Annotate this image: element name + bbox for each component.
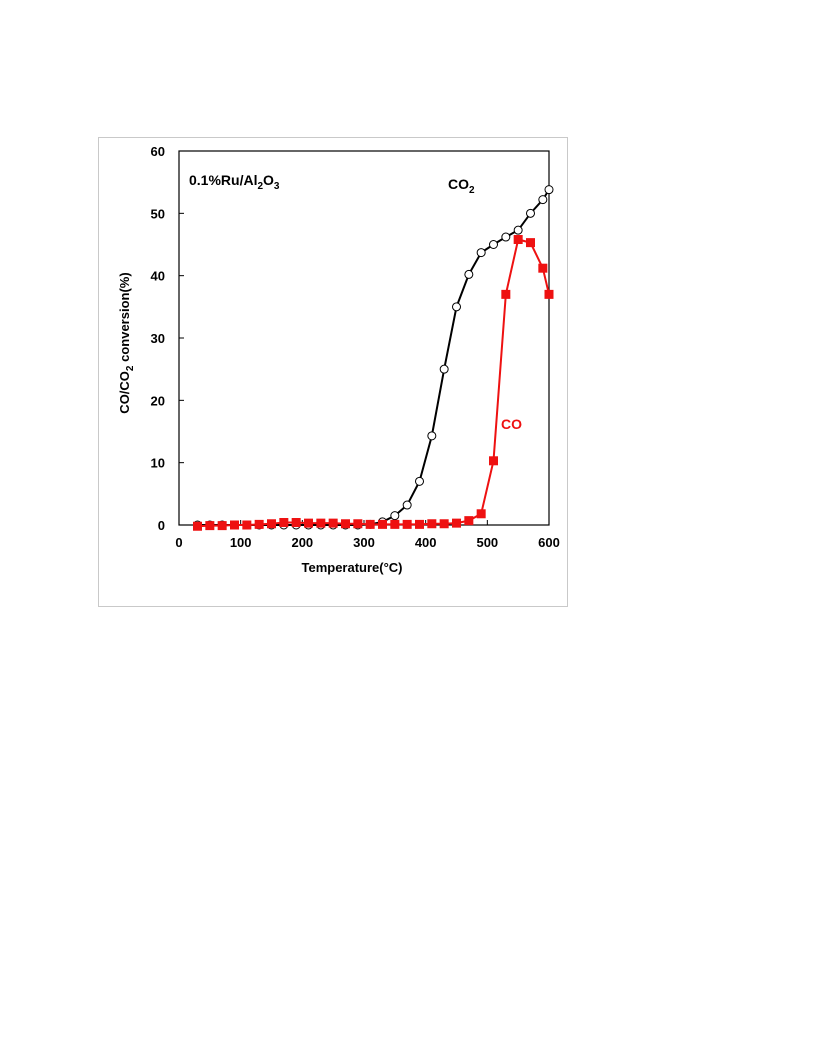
- data-point-co2: [513, 225, 523, 235]
- co2-series-label: CO2: [448, 176, 475, 196]
- data-point-co: [501, 289, 511, 299]
- label-text: CO: [501, 416, 522, 432]
- subscript-text: 3: [274, 181, 280, 192]
- data-point-co2: [544, 185, 554, 195]
- data-point-co2: [427, 431, 437, 441]
- data-point-co: [415, 519, 424, 529]
- data-point-co: [291, 518, 301, 528]
- y-tick-label: 30: [151, 331, 165, 346]
- y-tick-label: 60: [151, 144, 165, 159]
- plot-area: [178, 150, 550, 526]
- data-point-co: [304, 518, 313, 528]
- series-line-co: [197, 238, 550, 528]
- data-point-co2: [452, 302, 461, 312]
- chart-frame: 0 100 200 300 400 500 600 0 10 20 30 40 50 60 Temperat…: [98, 137, 568, 607]
- data-point-co2: [464, 269, 474, 279]
- y-axis-title: CO/CO2 conversion(%): [117, 272, 136, 413]
- y-tick-label: 0: [158, 518, 165, 533]
- data-point-co: [464, 516, 474, 526]
- label-text: 0.1%Ru/Al: [189, 172, 257, 188]
- x-tick-label: 200: [291, 535, 313, 550]
- data-point-co2: [476, 248, 486, 258]
- data-point-co: [341, 519, 350, 529]
- data-point-co: [316, 518, 326, 528]
- data-point-co: [353, 519, 363, 529]
- label-text: conversion(%): [117, 272, 132, 365]
- y-tick-label: 20: [151, 393, 165, 408]
- y-tick-label: 50: [151, 206, 165, 221]
- data-point-co: [402, 519, 412, 529]
- data-point-co: [476, 509, 486, 519]
- data-point-co: [328, 518, 338, 528]
- data-point-co: [242, 520, 252, 530]
- x-tick-label: 400: [415, 535, 437, 550]
- data-point-co2: [402, 500, 412, 510]
- y-tick-label: 10: [151, 456, 165, 471]
- data-point-co2: [439, 364, 449, 374]
- data-point-co: [279, 518, 289, 528]
- data-point-co: [230, 520, 239, 530]
- label-text: CO/CO: [117, 371, 132, 414]
- data-point-co: [390, 519, 400, 529]
- data-point-co: [254, 519, 264, 529]
- data-point-co: [427, 519, 437, 529]
- data-point-co2: [501, 232, 511, 242]
- data-point-co: [365, 519, 375, 529]
- data-point-co2: [390, 511, 400, 521]
- y-tick-label: 40: [151, 269, 165, 284]
- co-series-label: CO: [501, 416, 522, 432]
- x-axis-title: Temperature(°C): [301, 560, 402, 575]
- data-point-co: [538, 263, 548, 273]
- data-point-co: [205, 521, 215, 531]
- data-point-co: [544, 289, 554, 299]
- data-point-co2: [526, 208, 535, 218]
- data-point-co: [452, 518, 461, 528]
- subscript-text: 2: [125, 365, 136, 371]
- data-point-co: [489, 456, 498, 466]
- series-line-co2: [197, 189, 550, 526]
- data-point-co: [439, 519, 449, 529]
- data-point-co: [513, 235, 523, 245]
- conversion-chart: 0 100 200 300 400 500 600 0 10 20 30 40 50 60 Temperat…: [117, 144, 560, 575]
- data-point-co2: [538, 195, 548, 205]
- data-point-co: [217, 521, 227, 531]
- x-tick-label: 100: [230, 535, 252, 550]
- label-text: O: [263, 172, 274, 188]
- x-tick-label: 600: [538, 535, 560, 550]
- label-text: CO: [448, 176, 469, 192]
- data-point-co: [193, 521, 202, 531]
- data-point-co: [378, 519, 387, 529]
- data-point-co: [526, 238, 535, 248]
- data-point-co2: [489, 240, 498, 249]
- data-point-co: [267, 519, 276, 529]
- x-tick-label: 300: [353, 535, 375, 550]
- data-point-co2: [415, 476, 424, 486]
- x-tick-label: 500: [476, 535, 498, 550]
- subscript-text: 2: [257, 181, 263, 192]
- x-tick-label: 0: [175, 535, 182, 550]
- catalyst-label: 0.1%Ru/Al2O3: [189, 172, 280, 192]
- subscript-text: 2: [469, 185, 475, 196]
